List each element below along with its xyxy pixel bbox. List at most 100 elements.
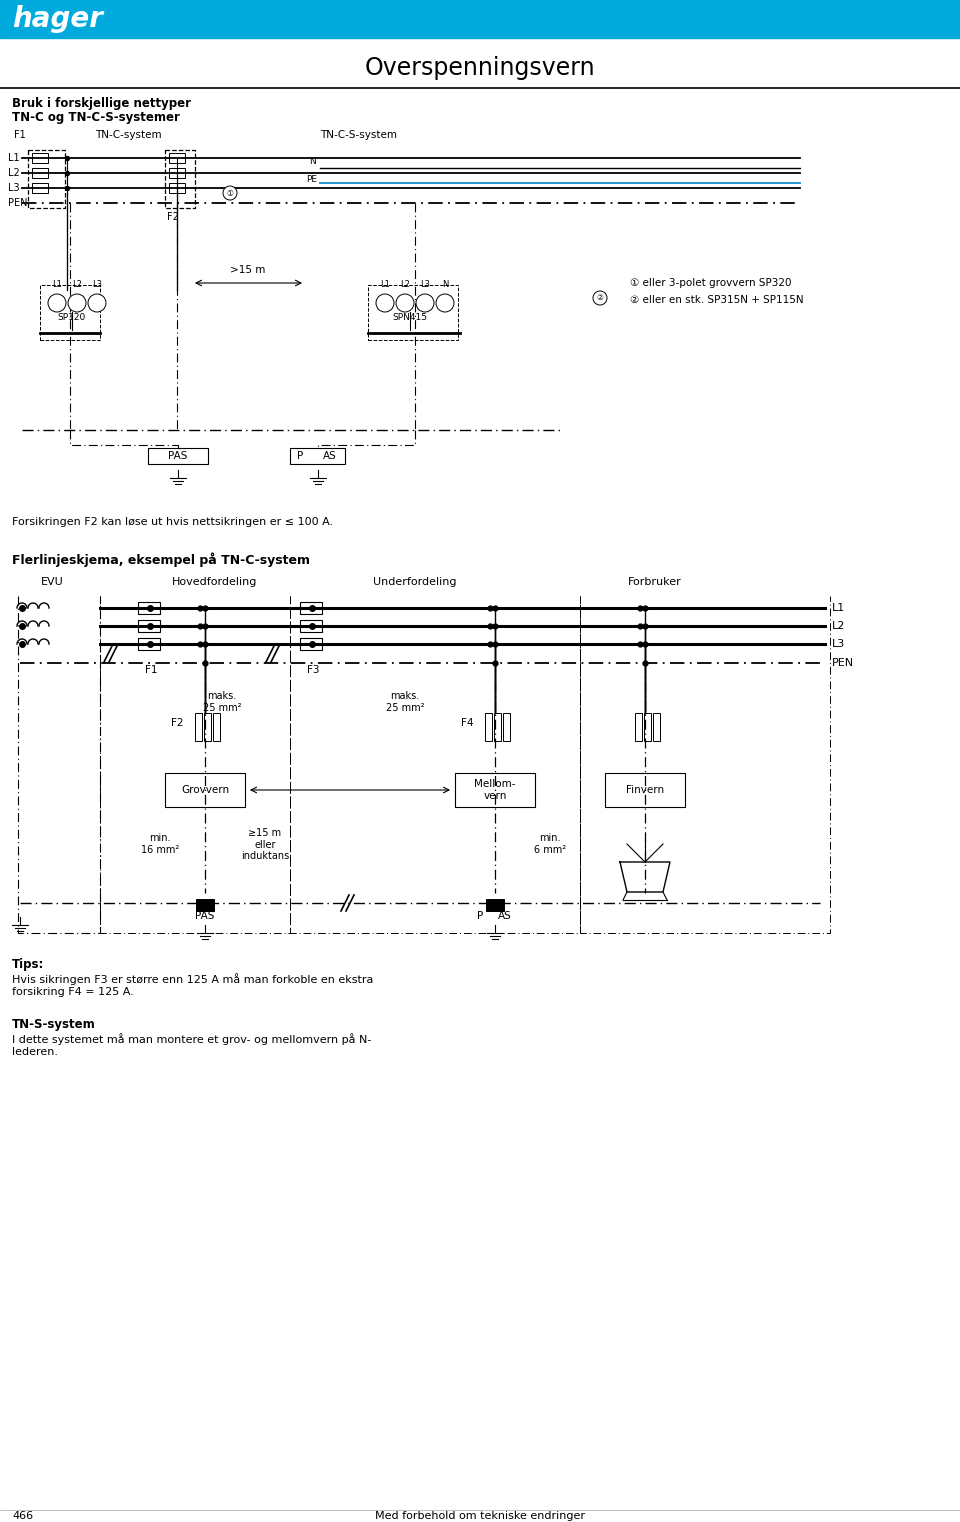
Text: L1: L1	[380, 280, 390, 289]
Text: PE: PE	[306, 175, 318, 184]
Bar	[485, 712, 492, 741]
Circle shape	[48, 294, 66, 312]
Bar	[605, 773, 685, 807]
Text: maks.
25 mm²: maks. 25 mm²	[386, 691, 424, 712]
Text: >15 m: >15 m	[230, 265, 266, 275]
Text: Tips:: Tips:	[12, 957, 44, 971]
Bar	[165, 773, 245, 807]
Bar	[503, 712, 510, 741]
Text: 466: 466	[12, 1511, 34, 1520]
Text: ≥15 m
eller
induktans: ≥15 m eller induktans	[241, 828, 289, 861]
Circle shape	[376, 294, 394, 312]
Text: L3: L3	[420, 280, 430, 289]
Text: F2: F2	[167, 212, 179, 222]
Text: PAS: PAS	[195, 912, 215, 921]
Text: P: P	[297, 451, 303, 461]
Text: F2: F2	[171, 718, 183, 728]
Text: AS: AS	[498, 912, 512, 921]
Text: L2: L2	[8, 167, 20, 178]
Text: Hvis sikringen F3 er større enn 125 A må man forkoble en ekstra
forsikring F4 = : Hvis sikringen F3 er større enn 125 A må…	[12, 973, 373, 997]
Bar	[32, 167, 48, 178]
Bar	[138, 638, 160, 650]
Circle shape	[436, 294, 454, 312]
Text: ①: ①	[227, 189, 233, 198]
Text: Mellom-
vern: Mellom- vern	[474, 779, 516, 801]
Text: PEN: PEN	[832, 658, 854, 668]
Text: L3: L3	[8, 183, 19, 193]
Text: TN-C-S-system: TN-C-S-system	[320, 129, 397, 140]
Text: min.
16 mm²: min. 16 mm²	[141, 833, 180, 854]
Bar	[138, 603, 160, 613]
Text: TN-C-system: TN-C-system	[95, 129, 161, 140]
Text: SPN415: SPN415	[393, 312, 427, 321]
Circle shape	[416, 294, 434, 312]
Text: L1: L1	[52, 280, 62, 289]
Bar	[148, 447, 208, 464]
Text: N: N	[442, 280, 448, 289]
Text: L3: L3	[832, 639, 845, 648]
Text: F1: F1	[14, 129, 26, 140]
Bar	[213, 712, 220, 741]
Text: I dette systemet må man montere et grov- og mellomvern på N-
lederen.: I dette systemet må man montere et grov-…	[12, 1033, 372, 1056]
Bar	[0, 0, 960, 38]
Text: ②: ②	[596, 294, 604, 303]
Bar	[290, 447, 345, 464]
Text: Bruk i forskjellige nettyper: Bruk i forskjellige nettyper	[12, 97, 191, 111]
Text: P: P	[477, 912, 483, 921]
Bar	[196, 900, 214, 912]
Text: Grovvern: Grovvern	[180, 785, 229, 794]
Text: Underfordeling: Underfordeling	[373, 577, 457, 587]
Text: L2: L2	[832, 621, 846, 632]
Bar	[635, 712, 642, 741]
Text: Forsikringen F2 kan løse ut hvis nettsikringen er ≤ 100 A.: Forsikringen F2 kan løse ut hvis nettsik…	[12, 517, 333, 527]
Bar	[138, 619, 160, 632]
Bar	[368, 285, 458, 339]
Text: maks.
25 mm²: maks. 25 mm²	[203, 691, 241, 712]
Circle shape	[593, 291, 607, 304]
Text: EVU: EVU	[40, 577, 63, 587]
Text: Forbruker: Forbruker	[628, 577, 682, 587]
Bar	[169, 183, 185, 193]
Bar	[32, 154, 48, 163]
Circle shape	[396, 294, 414, 312]
Bar	[32, 183, 48, 193]
Circle shape	[223, 186, 237, 199]
Text: ② eller en stk. SP315N + SP115N: ② eller en stk. SP315N + SP115N	[630, 295, 804, 304]
Text: Finvern: Finvern	[626, 785, 664, 794]
Text: TN-C og TN-C-S-systemer: TN-C og TN-C-S-systemer	[12, 111, 180, 125]
Bar	[169, 167, 185, 178]
Text: F1: F1	[145, 665, 157, 674]
Text: Overspenningsvern: Overspenningsvern	[365, 56, 595, 81]
Text: min.
6 mm²: min. 6 mm²	[534, 833, 566, 854]
Bar	[644, 712, 651, 741]
Text: Flerlinjeskjema, eksempel på TN-C-system: Flerlinjeskjema, eksempel på TN-C-system	[12, 552, 310, 568]
Text: SP120: SP120	[58, 312, 86, 321]
Bar	[455, 773, 535, 807]
Bar	[300, 638, 322, 650]
Text: Med forbehold om tekniske endringer: Med forbehold om tekniske endringer	[375, 1511, 585, 1520]
Circle shape	[88, 294, 106, 312]
Text: PEN: PEN	[8, 198, 28, 209]
Text: L1: L1	[8, 154, 19, 163]
Text: hager: hager	[12, 5, 103, 33]
Text: Hovedfordeling: Hovedfordeling	[172, 577, 257, 587]
Bar	[486, 900, 504, 912]
Text: L3: L3	[92, 280, 102, 289]
Text: ① eller 3-polet grovvern SP320: ① eller 3-polet grovvern SP320	[630, 279, 791, 288]
Text: F4: F4	[461, 718, 473, 728]
Bar	[40, 285, 100, 339]
Text: L2: L2	[72, 280, 82, 289]
Bar	[204, 712, 211, 741]
Text: N: N	[308, 157, 316, 166]
Bar	[300, 603, 322, 613]
Bar	[494, 712, 501, 741]
Text: TN-S-system: TN-S-system	[12, 1018, 96, 1030]
Text: AS: AS	[324, 451, 337, 461]
Text: L2: L2	[400, 280, 410, 289]
Bar	[169, 154, 185, 163]
Circle shape	[68, 294, 86, 312]
Text: F3: F3	[307, 665, 320, 674]
Text: L1: L1	[832, 603, 845, 613]
Bar	[195, 712, 202, 741]
Bar	[300, 619, 322, 632]
